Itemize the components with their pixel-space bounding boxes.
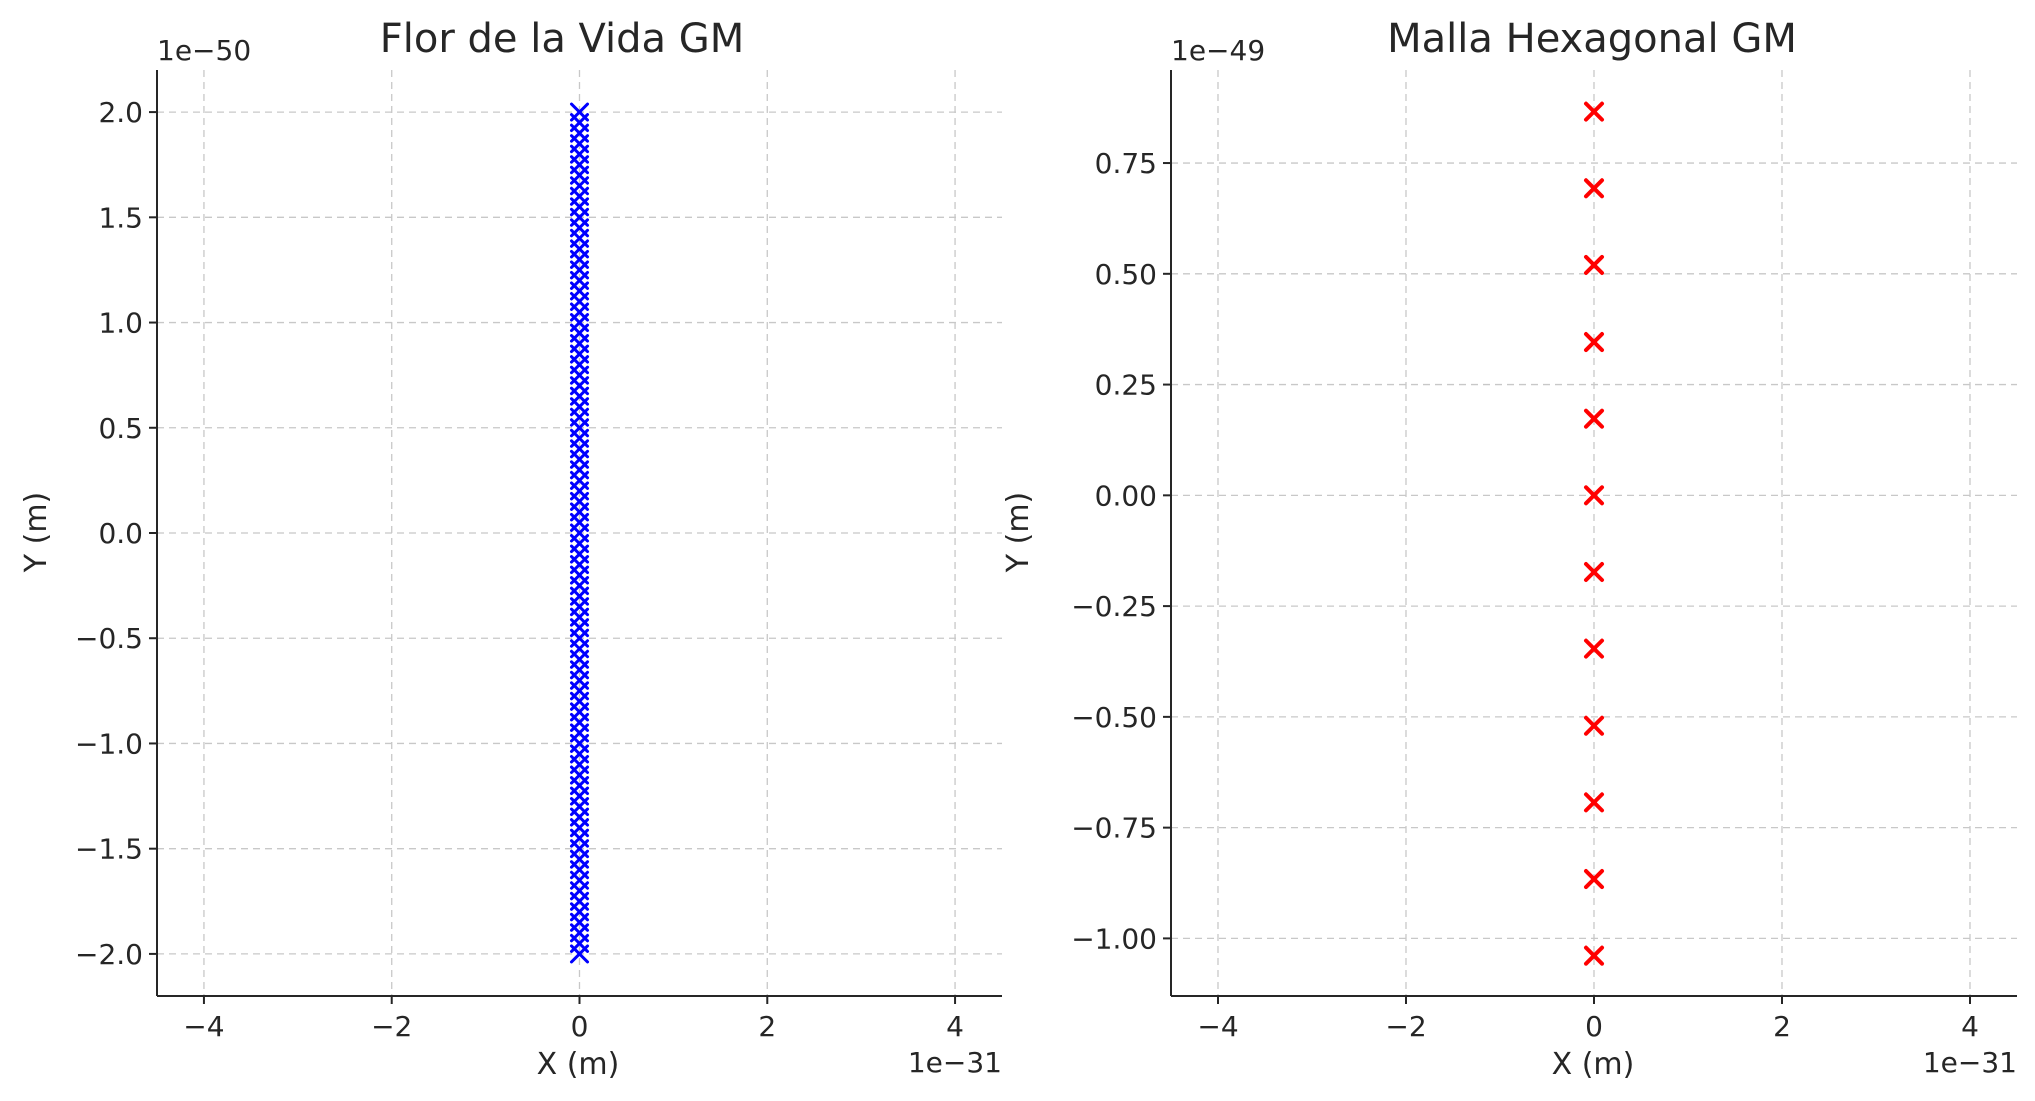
y-axis-label: Y (m) (19, 492, 54, 574)
data-point (1584, 178, 1604, 199)
x-tick-label: 2 (758, 1010, 776, 1043)
x-tick-label: −2 (1385, 1010, 1426, 1043)
chart-title: Flor de la Vida GM (380, 16, 745, 62)
x-offset-text: 1e−31 (908, 1046, 1002, 1079)
x-tick-label: 4 (1961, 1010, 1979, 1043)
data-point (570, 102, 589, 122)
x-tick-label: 4 (946, 1010, 964, 1043)
x-axis-label: X (m) (537, 1047, 620, 1082)
points-malla-hexagonal (1584, 101, 1604, 966)
chart-malla-hexagonal: −4 −2 0 2 4 −1.00 −0.75 −0.50 −0.25 0.00 0.25 0.50 0… (1001, 16, 2017, 1082)
y-axis-label: Y (m) (1001, 492, 1036, 574)
data-point (1584, 715, 1604, 736)
y-tick-label: −2.0 (75, 938, 143, 971)
y-tick-label: 2.0 (98, 96, 143, 129)
y-tick-label: 0.0 (98, 517, 143, 550)
y-tick-label: −1.5 (75, 833, 143, 866)
data-point (1584, 254, 1604, 275)
x-tick-label: 0 (1585, 1010, 1603, 1043)
y-tick-label: −1.00 (1071, 922, 1157, 955)
y-tick-label: 0.5 (98, 412, 143, 445)
x-tick-label: −4 (183, 1010, 224, 1043)
y-tick-label: 0.75 (1095, 147, 1157, 180)
data-point (1584, 945, 1604, 966)
points-flor-de-la-vida (570, 102, 589, 964)
x-axis-label: X (m) (1552, 1047, 1635, 1082)
data-point (1584, 792, 1604, 813)
y-tick-label: −0.75 (1071, 812, 1157, 845)
chart-flor-de-la-vida: −4 −2 0 2 4 −2.0 −1.5 −1.0 −0.5 0.0 0.5 1.0 1.5 2.0 F… (19, 16, 1002, 1082)
data-point (1584, 408, 1604, 429)
data-point (1584, 485, 1604, 506)
y-tick-label: −0.50 (1071, 701, 1157, 734)
y-offset-text: 1e−49 (1171, 34, 1265, 67)
y-offset-text: 1e−50 (157, 34, 251, 67)
x-offset-text: 1e−31 (1923, 1046, 2017, 1079)
data-point (1584, 638, 1604, 659)
x-tick-label: −2 (371, 1010, 412, 1043)
y-tick-label: 1.5 (98, 201, 143, 234)
y-tick-label: 1.0 (98, 307, 143, 340)
y-tick-label: −0.25 (1071, 590, 1157, 623)
x-tick-label: 2 (1773, 1010, 1791, 1043)
y-tick-label: −0.5 (75, 622, 143, 655)
chart-title: Malla Hexagonal GM (1387, 16, 1797, 62)
x-tick-label: −4 (1197, 1010, 1238, 1043)
data-point (1584, 332, 1604, 353)
y-tick-label: −1.0 (75, 727, 143, 760)
y-tick-label: 0.50 (1095, 258, 1157, 291)
x-tick-label: 0 (571, 1010, 589, 1043)
data-point (1584, 561, 1604, 582)
y-tick-label: 0.25 (1095, 369, 1157, 402)
data-point (1584, 869, 1604, 890)
y-tick-label: 0.00 (1095, 479, 1157, 512)
data-point (1584, 101, 1604, 122)
